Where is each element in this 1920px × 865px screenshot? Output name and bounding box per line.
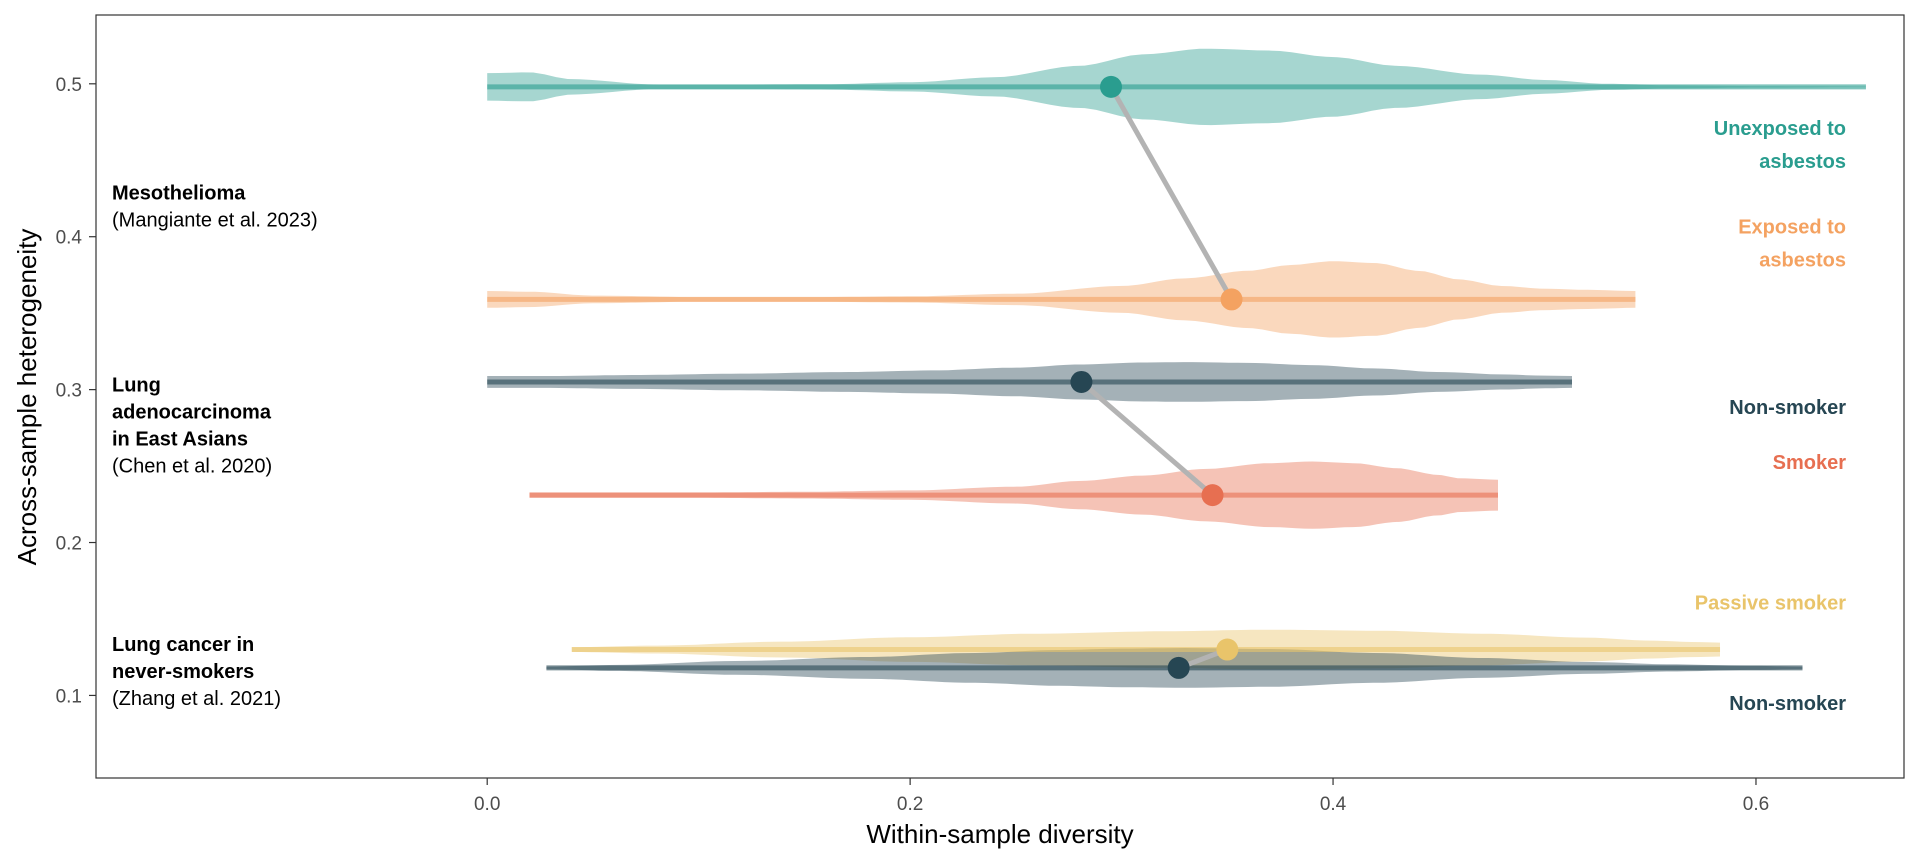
- group-label-2-1-0: Non-smoker: [1729, 693, 1846, 715]
- y-axis: 0.1 0.2 0.3 0.4 0.5: [56, 75, 96, 707]
- study-title-2-1: never-smokers: [112, 661, 254, 683]
- y-tick-label-1: 0.2: [56, 534, 82, 555]
- group-label-2-0-0: Passive smoker: [1695, 593, 1846, 615]
- x-axis: 0.0 0.2 0.4 0.6: [474, 778, 1769, 815]
- x-tick-label-1: 0.2: [897, 794, 923, 815]
- group-label-1-1-0: Smoker: [1773, 452, 1847, 474]
- group-label-0-1-0: Exposed to: [1738, 216, 1846, 238]
- y-tick-label-4: 0.5: [56, 75, 82, 96]
- study-title-1-0: Lung: [112, 374, 161, 396]
- study-citation-1: (Chen et al. 2020): [112, 455, 272, 477]
- study-citation-0: (Mangiante et al. 2023): [112, 210, 318, 232]
- group-label-0-1-1: asbestos: [1759, 249, 1846, 271]
- y-tick-label-3: 0.4: [56, 228, 83, 249]
- study-title-1-1: adenocarcinoma: [112, 401, 272, 423]
- study-title-2-0: Lung cancer in: [112, 634, 254, 656]
- summary-point-1-0: [1070, 370, 1093, 393]
- x-axis-title: Within-sample diversity: [866, 819, 1133, 849]
- study-label-layer: Mesothelioma (Mangiante et al. 2023) Lung a…: [112, 183, 318, 710]
- x-tick-label-2: 0.4: [1320, 794, 1347, 815]
- connector-line-1: [1078, 379, 1216, 498]
- study-title-0-0: Mesothelioma: [112, 183, 246, 205]
- y-axis-title: Across-sample heterogeneity: [12, 229, 42, 566]
- study-title-1-2: in East Asians: [112, 428, 248, 450]
- y-tick-label-0: 0.1: [56, 686, 82, 707]
- summary-point-2-1: [1167, 656, 1190, 679]
- x-tick-label-0: 0.0: [474, 794, 500, 815]
- summary-point-0-1: [1220, 288, 1243, 311]
- summary-point-1-1: [1201, 484, 1224, 507]
- violin-layer: [487, 48, 1866, 688]
- summary-point-0-0: [1100, 75, 1123, 98]
- group-label-0-0-0: Unexposed to: [1714, 118, 1846, 140]
- group-label-layer: Unexposed to asbestos Exposed to asbestos No…: [1695, 118, 1846, 715]
- group-label-0-0-1: asbestos: [1759, 151, 1846, 173]
- connector-line-0: [1108, 84, 1235, 302]
- point-layer: [1070, 75, 1243, 679]
- y-tick-label-2: 0.3: [56, 381, 82, 402]
- plot-panel-border: [95, 14, 1905, 779]
- x-tick-label-3: 0.6: [1743, 794, 1769, 815]
- summary-point-2-0: [1216, 638, 1239, 661]
- group-label-1-0-0: Non-smoker: [1729, 397, 1846, 419]
- study-citation-2: (Zhang et al. 2021): [112, 688, 281, 710]
